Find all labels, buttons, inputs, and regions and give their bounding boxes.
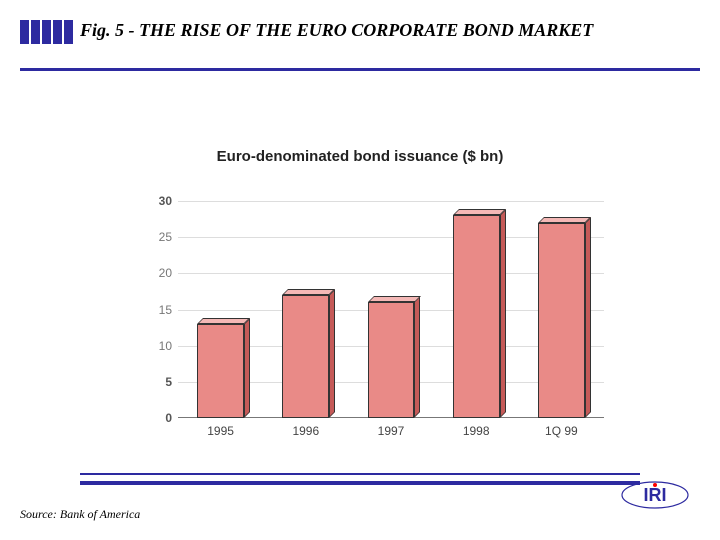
y-tick-label: 0 — [140, 411, 172, 425]
footer-rule — [80, 473, 640, 485]
source-text: Source: Bank of America — [20, 507, 140, 522]
plot-area — [178, 201, 604, 418]
bar — [453, 215, 500, 418]
x-tick-label: 1997 — [378, 424, 405, 438]
x-tick-label: 1998 — [463, 424, 490, 438]
header-stripes — [20, 20, 73, 44]
x-tick-label: 1995 — [207, 424, 234, 438]
x-tick-label: 1996 — [292, 424, 319, 438]
y-tick-label: 15 — [140, 303, 172, 317]
svg-text:IRI: IRI — [643, 485, 666, 505]
y-tick-label: 10 — [140, 339, 172, 353]
y-tick-label: 25 — [140, 230, 172, 244]
x-tick-label: 1Q 99 — [545, 424, 578, 438]
y-tick-label: 20 — [140, 266, 172, 280]
bar — [368, 302, 415, 418]
slide-title: Fig. 5 - THE RISE OF THE EURO CORPORATE … — [80, 20, 593, 41]
bar — [197, 324, 244, 418]
y-tick-label: 5 — [140, 375, 172, 389]
gridline — [178, 201, 604, 202]
chart-subtitle: Euro-denominated bond issuance ($ bn) — [0, 148, 720, 165]
bar — [538, 223, 585, 418]
chart: 0 5 10 15 20 25 30 1995 1996 1997 1998 1Q 99 — [140, 195, 610, 440]
y-tick-label: 30 — [140, 194, 172, 208]
bar — [282, 295, 329, 418]
title-rule — [20, 68, 700, 71]
logo: IRI — [620, 480, 690, 510]
